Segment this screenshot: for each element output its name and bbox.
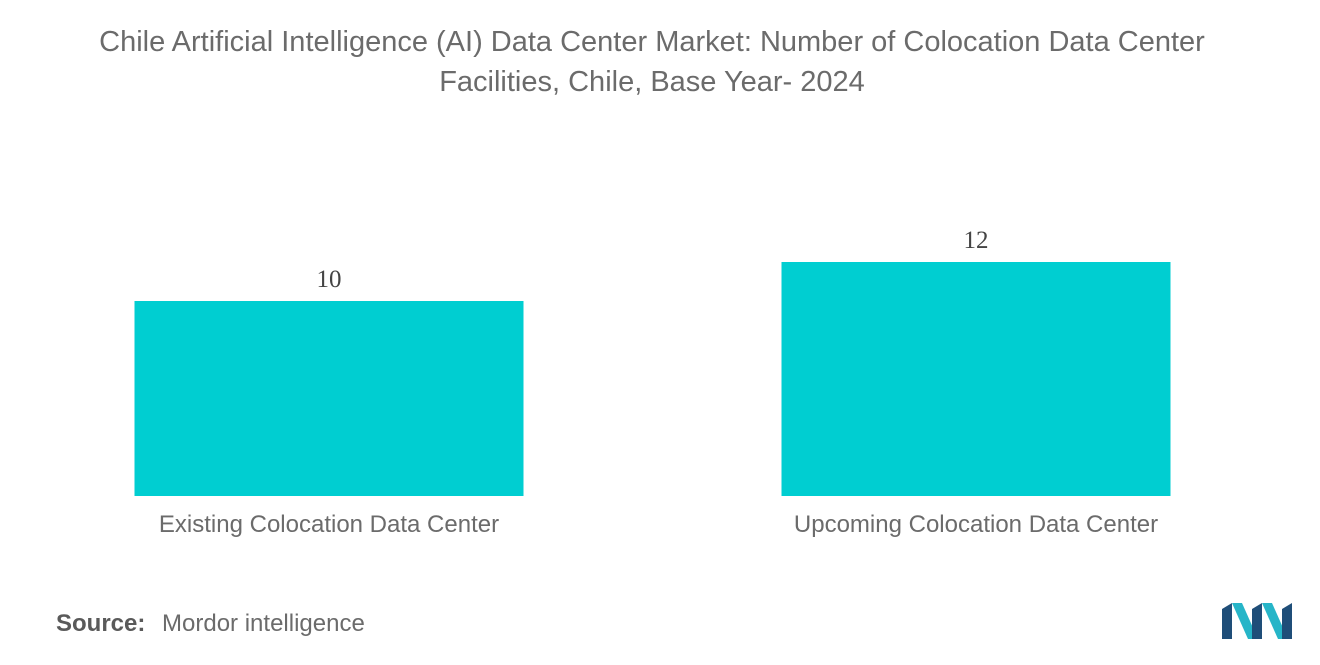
data-label-2: 12 [964, 227, 989, 254]
category-label-2: Upcoming Colocation Data Center [794, 511, 1158, 538]
bar-chart: 10 Existing Colocation Data Center 12 Upcom… [134, 227, 1171, 538]
category-label-1: Existing Colocation Data Center [159, 511, 499, 538]
source-label: Source: [56, 610, 146, 637]
chart-title-line-2: Facilities, Chile, Base Year- 2024 [439, 66, 865, 98]
bar-1 [134, 301, 524, 496]
chart-title: Chile Artificial Intelligence (AI) Data … [0, 22, 1304, 102]
chart-title-line-1: Chile Artificial Intelligence (AI) Data … [99, 26, 1205, 58]
bar-2 [781, 262, 1171, 496]
data-label-1: 10 [317, 266, 342, 293]
source-text: Mordor intelligence [162, 610, 365, 637]
mordor-intelligence-logo-icon [1222, 603, 1292, 639]
source-note: Source: Mordor intelligence [56, 610, 365, 638]
